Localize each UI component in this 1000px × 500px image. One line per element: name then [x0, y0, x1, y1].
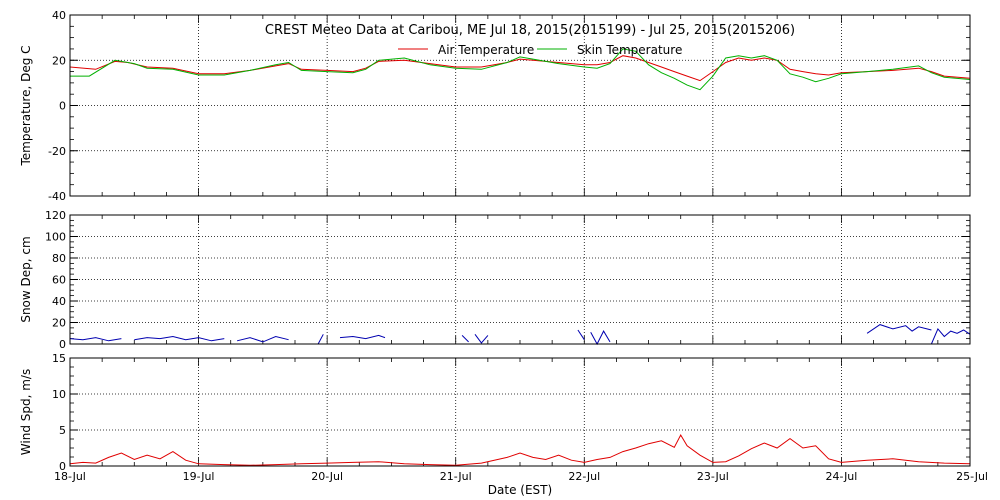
y-tick-label: 20 — [52, 54, 66, 67]
panel-frame — [69, 14, 971, 197]
legend-label: Skin Temperature — [577, 43, 682, 57]
series-line-snow_depth — [930, 327, 971, 345]
series-line-snow_depth — [317, 334, 324, 345]
y-tick-label: 15 — [52, 352, 66, 365]
y-tick-label: 40 — [52, 9, 66, 22]
y-tick-label: 10 — [52, 388, 66, 401]
y-tick-label: 80 — [52, 252, 66, 265]
y-axis-label: Temperature, Deg C — [19, 45, 33, 166]
x-tick-label: 22-Jul — [568, 470, 600, 483]
x-tick-label: 25-Jul — [956, 470, 988, 483]
x-axis-label: Date (EST) — [488, 483, 552, 497]
series-line-snow_depth — [236, 335, 289, 343]
y-axis-label: Wind Spd, m/s — [19, 369, 33, 455]
x-tick-label: 19-Jul — [183, 470, 215, 483]
panel-frame — [69, 214, 971, 345]
series-line-snow_depth — [577, 329, 585, 340]
panel-wind_speed: 0 5 10 15 Wind Spd, m/s — [19, 352, 971, 473]
y-tick-label: 100 — [45, 231, 66, 244]
x-tick-label: 20-Jul — [311, 470, 343, 483]
y-tick-label: 0 — [59, 338, 66, 351]
chart-panels: -40 -20 0 20 40 Temperature, Deg C Air Tempera… — [19, 9, 988, 483]
y-tick-label: 0 — [59, 100, 66, 113]
y-tick-label: 0 — [59, 460, 66, 473]
y-tick-label: 5 — [59, 424, 66, 437]
y-tick-label: 60 — [52, 274, 66, 287]
series-line-snow_depth — [866, 324, 932, 334]
series-line-snow_depth — [590, 330, 611, 346]
series-line-snow_depth — [339, 334, 386, 340]
y-tick-label: -20 — [48, 145, 66, 158]
series-line-air-temperature — [69, 55, 971, 82]
x-tick-label: 23-Jul — [697, 470, 729, 483]
x-tick-label: 21-Jul — [440, 470, 472, 483]
panel-frame — [69, 357, 971, 467]
series-line-snow_depth — [69, 337, 122, 342]
series-line-snow_depth — [474, 334, 489, 344]
panel-temperature: -40 -20 0 20 40 Temperature, Deg C Air Tempera… — [19, 9, 971, 203]
x-tick-label: 24-Jul — [825, 470, 857, 483]
legend-label: Air Temperature — [438, 43, 534, 57]
series-line-wind_speed — [69, 433, 971, 466]
series-line-snow_depth — [461, 335, 469, 343]
y-axis-label: Snow Dep, cm — [19, 236, 33, 322]
y-tick-label: 20 — [52, 317, 66, 330]
x-tick-label: 18-Jul — [54, 470, 86, 483]
y-tick-label: -40 — [48, 190, 66, 203]
panel-snow_depth: 0 20 40 60 80 100 120 Snow Dep, cm — [19, 209, 971, 351]
y-tick-label: 40 — [52, 295, 66, 308]
chart-title: CREST Meteo Data at Caribou, ME Jul 18, … — [265, 23, 795, 38]
series-line-snow_depth — [134, 335, 225, 342]
series-line-skin-temperature — [70, 48, 971, 91]
y-tick-label: 120 — [45, 209, 66, 222]
